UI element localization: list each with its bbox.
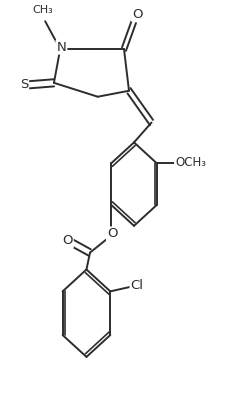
Text: O: O (62, 234, 72, 247)
Text: N: N (56, 40, 66, 54)
Text: O: O (131, 8, 142, 20)
Text: CH₃: CH₃ (33, 5, 53, 15)
Text: O: O (107, 228, 117, 240)
Text: Cl: Cl (130, 279, 143, 292)
Text: S: S (20, 78, 28, 91)
Text: OCH₃: OCH₃ (174, 156, 205, 169)
